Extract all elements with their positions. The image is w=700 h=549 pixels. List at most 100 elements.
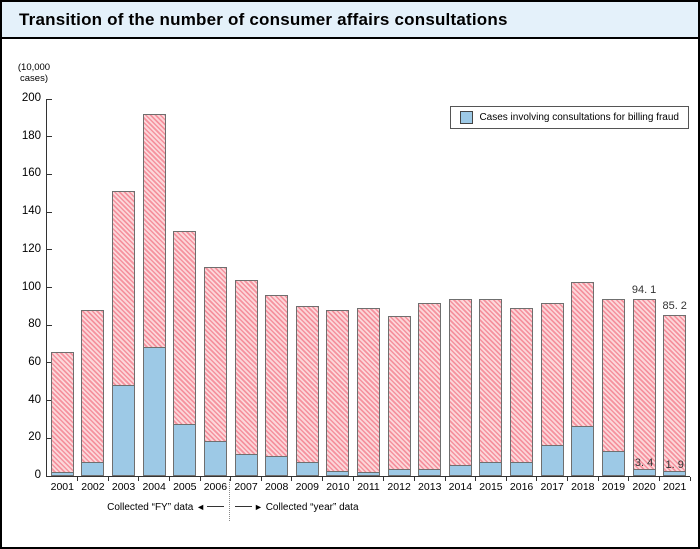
x-axis-label: 2014 [448,481,473,493]
bar-total [234,279,258,476]
x-tick [505,477,507,481]
bar-total [571,281,595,476]
y-tick [47,173,52,175]
x-axis-label: 2012 [387,481,411,493]
chart-region: (10,000 cases) Cases involving consultat… [2,39,698,547]
year-arrow-line [235,506,252,507]
x-tick [413,477,415,481]
bar-fraud [664,471,686,475]
bar-total [265,295,289,476]
x-axis-label: 2008 [264,481,289,493]
x-tick [77,477,79,481]
y-tick-label: 40 [28,393,41,406]
bar-total [295,306,319,476]
y-tick [47,287,52,288]
y-tick-label: 160 [21,167,41,180]
x-tick [658,477,660,481]
x-axis-label: 2015 [479,481,503,493]
legend-swatch-icon [460,111,474,124]
bar-total [601,298,625,476]
y-tick [47,98,52,100]
bar-fraud [296,461,318,475]
x-axis-label: 2011 [357,481,380,493]
x-axis-label: 2004 [142,481,166,493]
bar-fraud [388,469,410,475]
bar-fraud [511,461,533,475]
bar-total [387,315,411,476]
x-axis-label: 2001 [50,481,74,493]
bar-fraud [174,424,196,475]
x-tick [230,477,232,481]
bar-fraud [113,384,135,475]
footnote-year: ► Collected “year” data [233,502,359,513]
x-tick [138,477,140,481]
fraud-value-label: 1. 9 [665,459,684,472]
bar-fraud [572,426,594,475]
bar-fraud [358,472,379,475]
x-tick [107,477,109,481]
y-tick-label: 20 [28,431,41,444]
legend-label: Cases involving consultations for billin… [479,112,679,123]
y-tick-label: 200 [21,92,41,104]
x-axis-label: 2003 [111,481,136,493]
bar-total [326,310,350,476]
x-tick [567,477,569,481]
y-axis-unit-label: (10,000 cases) [10,62,58,84]
bar-fraud [327,471,349,475]
bar-fraud [82,461,104,475]
x-axis-label: 2006 [203,481,228,493]
footnote-fy: Collected “FY” data ◄ [4,502,226,513]
x-axis-label: 2021 [663,481,687,493]
x-axis-label: 2019 [601,481,626,493]
legend: Cases involving consultations for billin… [450,106,689,129]
bar-total [418,302,442,476]
x-tick [383,477,385,481]
bar-fraud [143,346,165,475]
bar-fraud [480,461,502,475]
bar-total [540,302,564,476]
x-axis-label: 2009 [295,481,319,493]
x-axis-label: 2005 [173,481,197,493]
fy-arrow-line [207,506,224,507]
x-tick [597,477,599,481]
total-value-label: 85. 2 [662,300,687,313]
bar-total [142,114,166,476]
bar-total [81,310,105,476]
x-tick [444,477,446,481]
left-arrow-icon: ◄ [196,502,205,512]
bar-total [663,315,687,476]
x-tick [628,477,630,481]
bar-total [479,298,503,476]
x-axis-label: 2020 [632,481,656,493]
footnote-fy-label: Collected “FY” data [107,502,194,513]
fy-year-divider-line [229,479,230,521]
bar-fraud [602,451,624,475]
x-axis-label: 2017 [540,481,564,493]
x-axis-label: 2007 [234,481,258,493]
bar-total [112,191,136,476]
x-tick [689,477,691,481]
plot-area: 0 20 40 60 80 100 120 140 160 180 200 2001 2002 2003 2… [22,92,691,493]
bar-fraud [541,444,563,475]
x-tick [536,477,538,481]
bar-fraud [235,454,257,475]
x-tick [199,477,201,481]
y-tick-label: 140 [21,205,41,218]
y-axis-unit-line1: (10,000 [17,62,51,73]
bar-fraud [266,456,288,475]
x-tick [260,477,262,481]
bar-fraud [449,464,471,475]
fraud-value-label: 3. 4 [634,456,654,469]
y-tick-label: 120 [21,242,41,255]
x-axis-label: 2002 [81,481,105,493]
y-tick [47,362,52,364]
bar-total [632,298,656,476]
x-axis-label: 2013 [418,481,442,493]
y-tick-label: 60 [28,355,41,368]
bar-fraud [204,441,226,475]
y-tick [47,400,52,402]
y-tick [47,211,52,213]
x-tick [291,477,293,481]
page-title: Transition of the number of consumer aff… [19,9,508,29]
